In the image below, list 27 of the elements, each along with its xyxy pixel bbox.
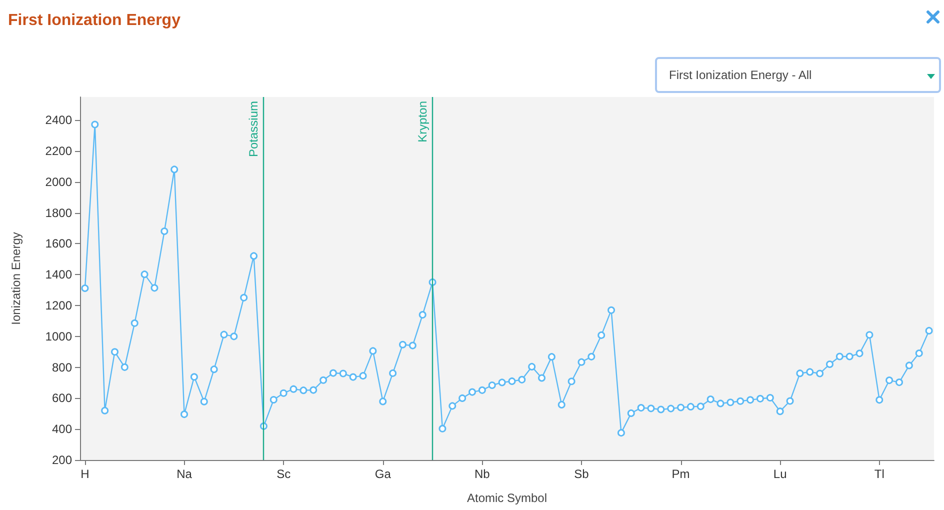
x-axis-title: Atomic Symbol (466, 491, 548, 505)
dropdown: First Ionization Energy - All (655, 57, 941, 93)
y-tick-label: 2200 (45, 144, 72, 158)
chart-title: First Ionization Energy (8, 12, 180, 30)
x-tick-label: Ga (374, 467, 392, 481)
y-axis-title: Ionization Energy (9, 232, 23, 325)
text: Potassium (246, 101, 261, 158)
y-tick-label: 1600 (45, 236, 72, 251)
y-tick-label: 2400 (45, 113, 72, 128)
x-tick-label: Tl (874, 467, 884, 481)
x-tick-label: Lu (773, 467, 787, 481)
y-tick-label: 400 (52, 422, 72, 436)
y-tick-label: 600 (52, 391, 72, 406)
x-tick-label: H (80, 467, 90, 481)
y-tick-label: 2000 (45, 174, 72, 189)
y-tick-label: 1800 (45, 206, 72, 220)
y-tick-label: 1400 (45, 268, 72, 282)
x-tick-label: Sb (574, 467, 590, 481)
x-tick-label: Pm (672, 467, 690, 481)
x-tick-label: Nb (474, 467, 490, 481)
y-tick-label: 1200 (45, 298, 72, 313)
x-tick-label: Na (176, 467, 192, 481)
y-tick-label: 200 (52, 453, 72, 467)
y-tick-label: 800 (52, 360, 72, 374)
x-tick-label: Sc (276, 467, 291, 481)
text: Krypton (416, 101, 430, 142)
y-tick-label: 1000 (45, 329, 72, 344)
